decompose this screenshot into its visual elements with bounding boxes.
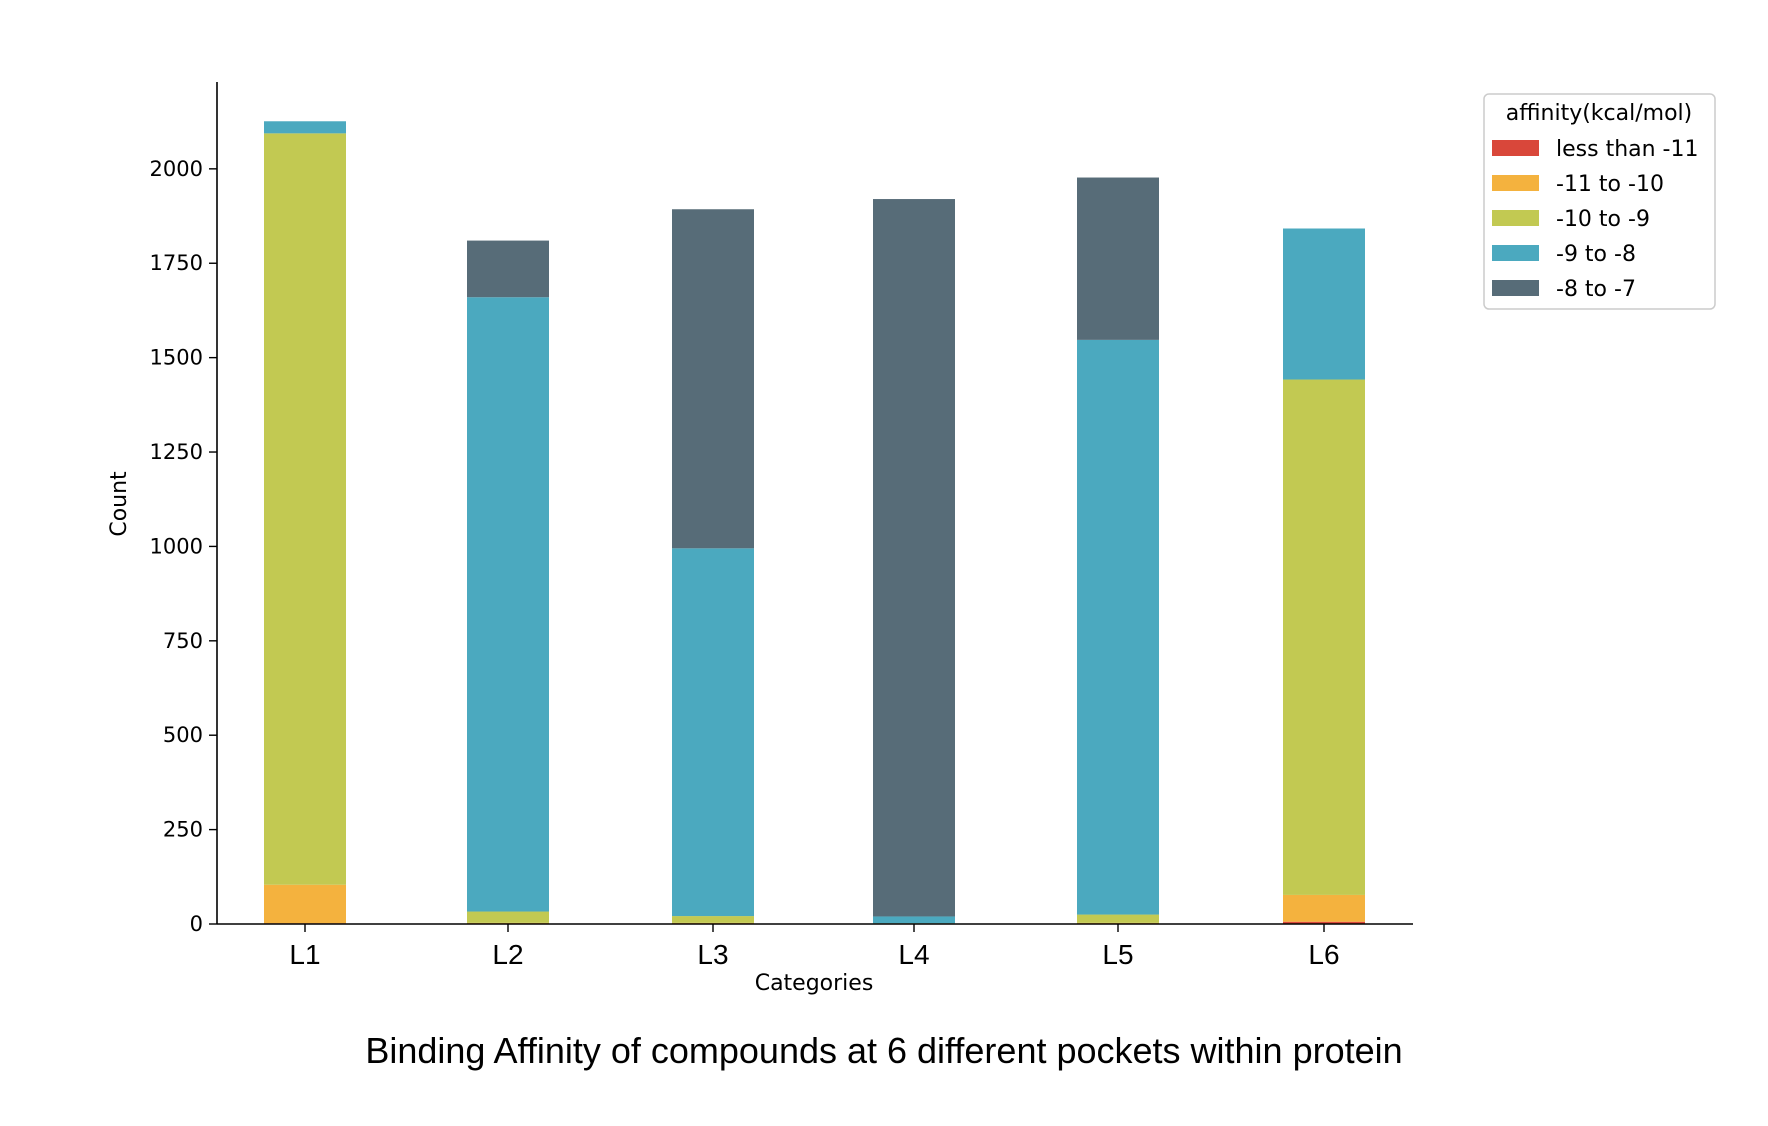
legend-swatch-2: [1492, 210, 1539, 226]
legend-label-1: -11 to -10: [1556, 172, 1664, 197]
y-tick-label-250: 250: [163, 818, 203, 842]
bar-segment-l3-series-2: [672, 916, 754, 923]
legend-swatch-0: [1492, 140, 1539, 156]
bar-segment-l5-series-4: [1077, 177, 1159, 340]
bar-segment-l4-series-3: [873, 916, 955, 924]
legend-label-2: -10 to -9: [1556, 207, 1650, 232]
legend-swatch-3: [1492, 245, 1539, 261]
y-tick-label-1500: 1500: [150, 346, 203, 370]
bar-segment-l5-series-2: [1077, 914, 1159, 923]
legend: affinity(kcal/mol) less than -11 -11 to -…: [1483, 93, 1716, 310]
bars-group: [264, 121, 1365, 924]
bar-segment-l2-series-2: [467, 911, 549, 923]
bar-segment-l1-series-2: [264, 133, 346, 885]
x-tick-label-l3: L3: [697, 939, 728, 970]
bar-segment-l5-series-3: [1077, 339, 1159, 915]
bar-segment-l2-series-4: [467, 240, 549, 298]
axes-group: 0 250 500 750 1000 1250 1500 1750 2000 L1 L2 L3 L4 L5…: [150, 82, 1413, 970]
y-axis-title: Count: [107, 471, 132, 537]
y-tick-label-1250: 1250: [150, 440, 203, 464]
bar-segment-l6-series-2: [1283, 379, 1365, 895]
bar-segment-l6-series-0: [1283, 921, 1365, 924]
y-tick-label-0: 0: [190, 912, 203, 936]
y-tick-label-1000: 1000: [150, 534, 203, 558]
y-tick-label-2000: 2000: [150, 157, 203, 181]
x-axis-title: Categories: [755, 971, 874, 996]
legend-label-4: -8 to -7: [1556, 277, 1636, 302]
bar-segment-l3-series-3: [672, 548, 754, 917]
legend-label-3: -9 to -8: [1556, 242, 1636, 267]
legend-frame: [1483, 93, 1716, 310]
x-tick-label-l1: L1: [289, 939, 320, 970]
legend-label-0: less than -11: [1556, 137, 1698, 162]
bar-segment-l6-series-3: [1283, 228, 1365, 380]
bar-segment-l3-series-4: [672, 209, 754, 549]
legend-title: affinity(kcal/mol): [1506, 101, 1692, 126]
x-tick-label-l5: L5: [1102, 939, 1133, 970]
y-tick-label-500: 500: [163, 723, 203, 747]
bar-segment-l6-series-1: [1283, 894, 1365, 922]
x-tick-label-l2: L2: [492, 939, 523, 970]
legend-swatch-1: [1492, 175, 1539, 191]
x-tick-label-l4: L4: [898, 939, 929, 970]
bar-segment-l1-series-1: [264, 884, 346, 924]
legend-swatch-4: [1492, 280, 1539, 296]
bar-segment-l1-series-3: [264, 121, 346, 134]
bar-segment-l2-series-3: [467, 297, 549, 912]
y-tick-label-750: 750: [163, 629, 203, 653]
y-tick-label-1750: 1750: [150, 251, 203, 275]
bar-segment-l4-series-4: [873, 199, 955, 917]
figure-caption: Binding Affinity of compounds at 6 diffe…: [365, 1030, 1403, 1071]
x-tick-label-l6: L6: [1308, 939, 1339, 970]
